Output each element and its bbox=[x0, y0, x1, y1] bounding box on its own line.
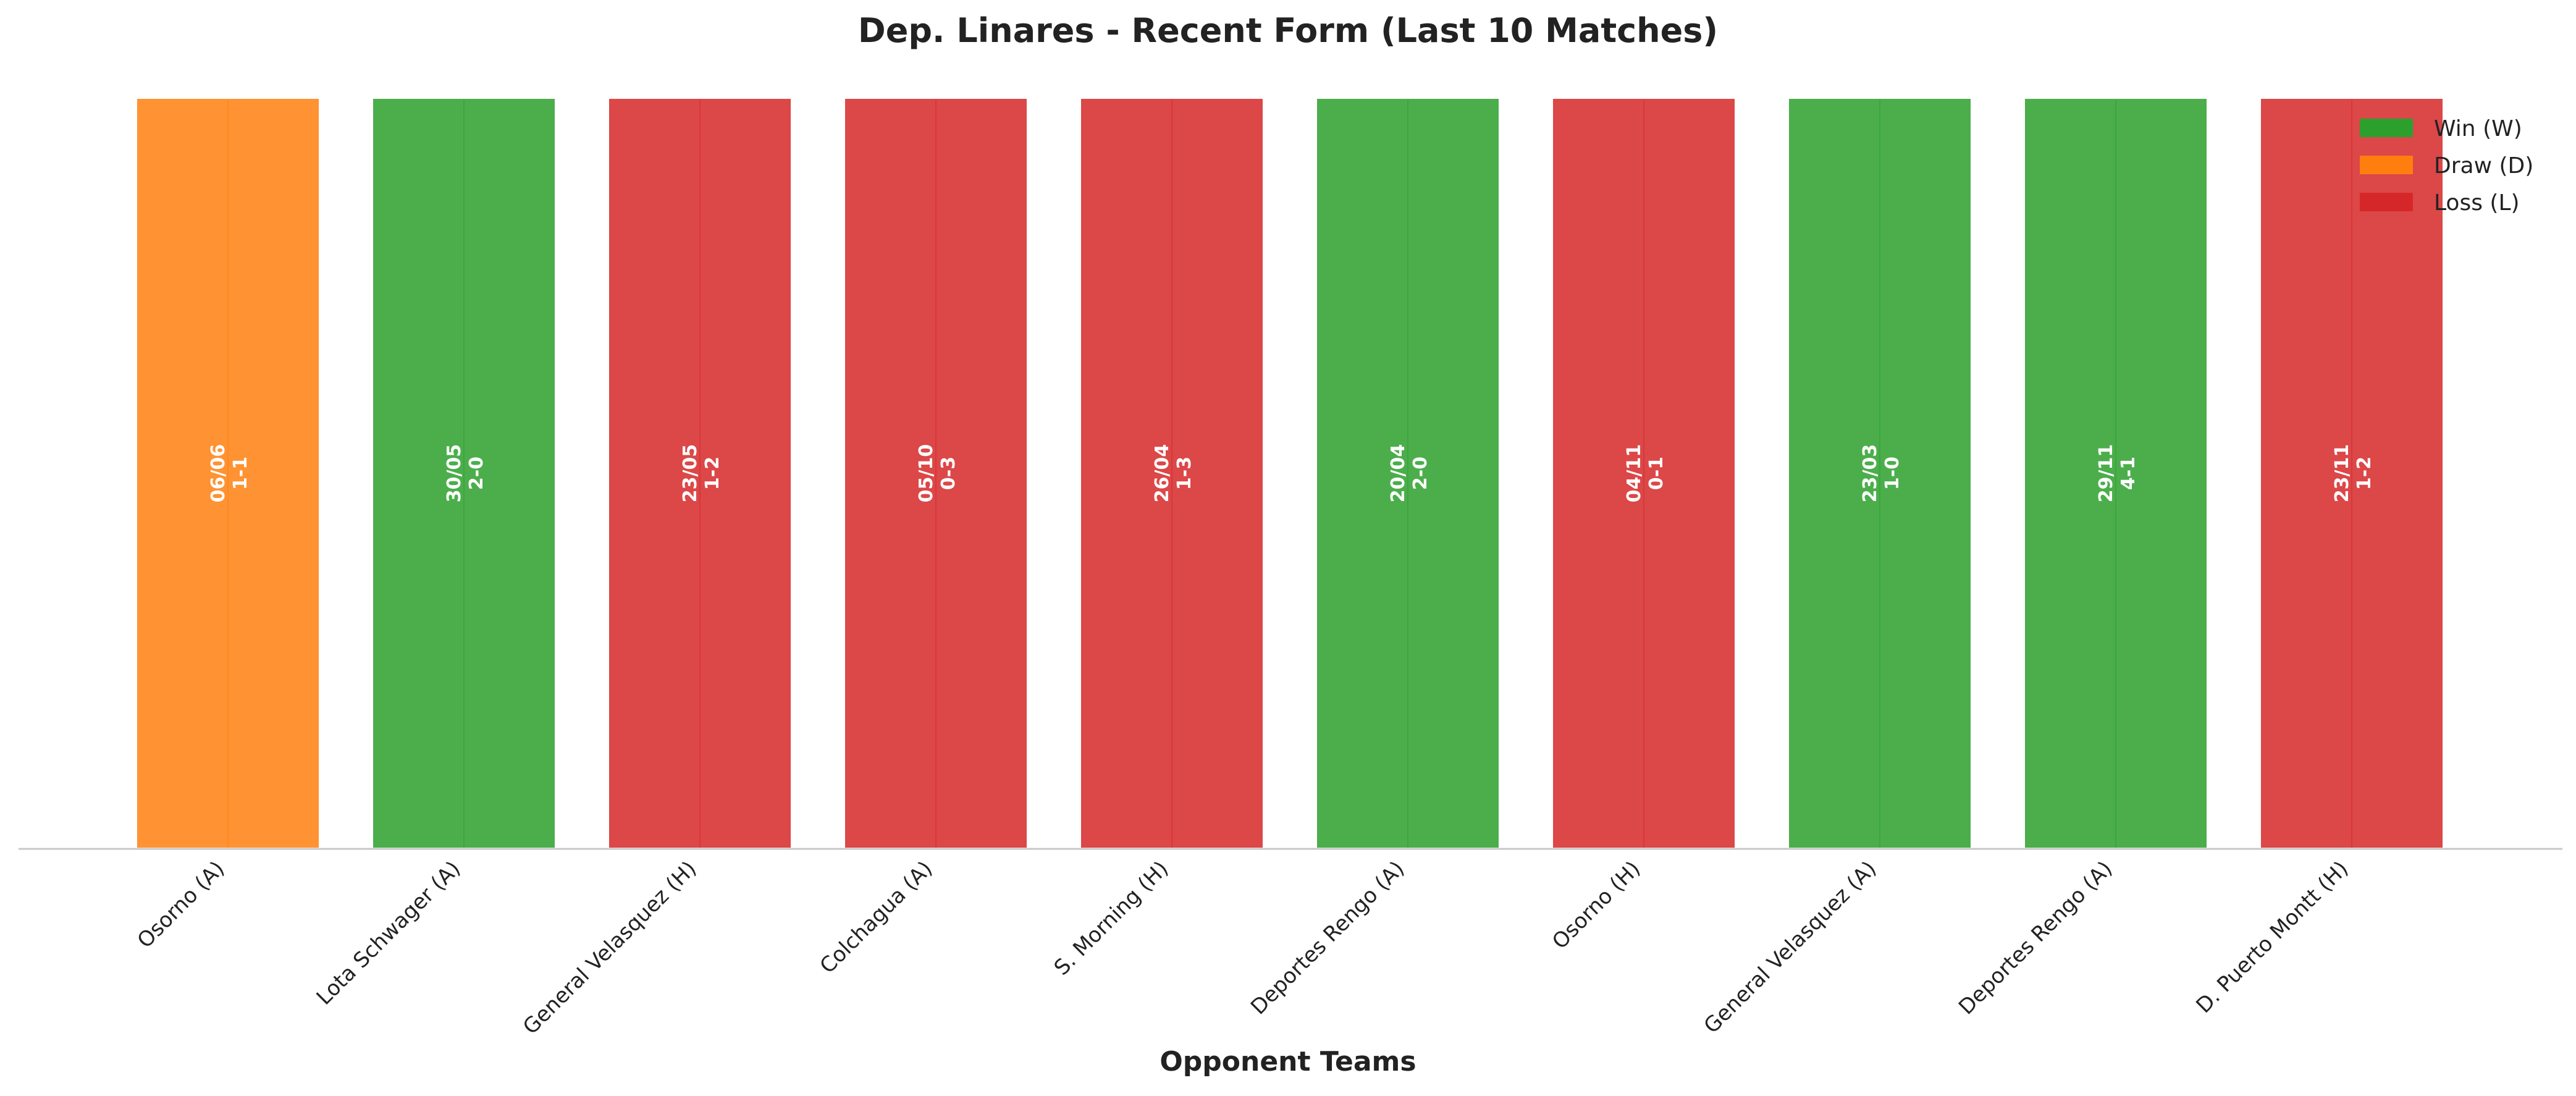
bar-label-1: 06/061-1 bbox=[208, 444, 251, 502]
legend-swatch-w bbox=[2360, 119, 2413, 137]
chart-title: Dep. Linares - Recent Form (Last 10 Matc… bbox=[858, 11, 1718, 50]
legend-label-d: Draw (D) bbox=[2434, 153, 2533, 179]
bar-label-9: 29/114-1 bbox=[2095, 444, 2139, 502]
bar-label-6: 20/042-0 bbox=[1387, 444, 1431, 502]
bars-layer bbox=[135, 96, 2445, 850]
bar-labels-layer: 06/061-1 30/052-0 23/051-2 05/100-3 26/041-3… bbox=[208, 444, 2375, 502]
legend-label-w: Win (W) bbox=[2434, 116, 2522, 141]
legend-label-l: Loss (L) bbox=[2434, 190, 2520, 216]
bar-label-3: 23/051-2 bbox=[680, 444, 723, 502]
legend: Win (W) Draw (D) Loss (L) bbox=[2360, 116, 2533, 216]
bar-label-7: 04/110-1 bbox=[1623, 444, 1667, 502]
bar-label-8: 23/031-0 bbox=[1859, 444, 1903, 502]
legend-swatch-d bbox=[2360, 156, 2413, 174]
legend-swatch-l bbox=[2360, 193, 2413, 211]
bar-label-2: 30/052-0 bbox=[444, 444, 487, 502]
bar-label-10: 23/111-2 bbox=[2331, 444, 2375, 502]
bar-label-5: 26/041-3 bbox=[1151, 444, 1195, 502]
bar-label-4: 05/100-3 bbox=[915, 444, 959, 502]
x-axis-label: Opponent Teams bbox=[1160, 1046, 1416, 1077]
